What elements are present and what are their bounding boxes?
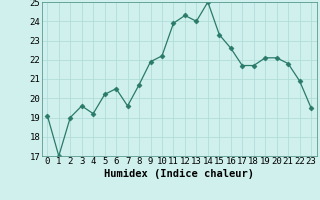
X-axis label: Humidex (Indice chaleur): Humidex (Indice chaleur)	[104, 169, 254, 179]
